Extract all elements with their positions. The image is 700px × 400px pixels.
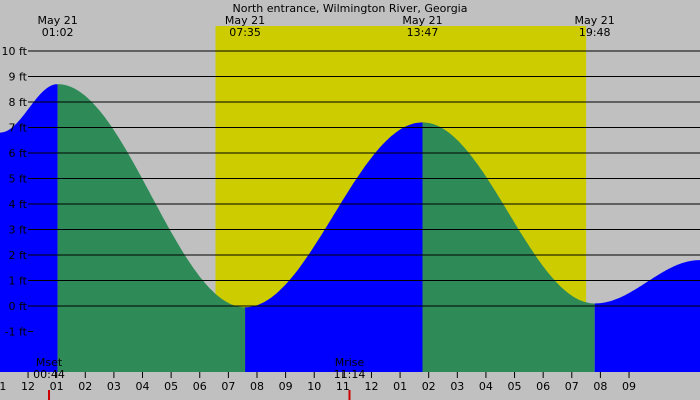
- y-tick-label: 4 ft: [9, 198, 28, 211]
- y-tick-label: 1 ft: [9, 275, 28, 288]
- rising-tide-segment: [594, 260, 700, 372]
- x-tick-label: 01: [50, 380, 64, 393]
- x-tick-labels: 11 12 01 02 03 04 05 06 07 08 09 10 11 12 01 02 03 04 05 06…: [0, 372, 636, 393]
- y-tick-label: -1 ft: [5, 326, 28, 339]
- tide-event-time: 13:47: [407, 26, 439, 39]
- moon-event-time: 00:44: [33, 368, 65, 381]
- falling-tide-segment: [57, 84, 246, 372]
- grid-lines: [28, 50, 700, 332]
- tide-event-date: May 21: [37, 14, 77, 27]
- moon-event-label: Mrise: [335, 356, 365, 369]
- y-tick-labels: 10 ft 9 ft 8 ft 7 ft 6 ft 5 ft 4 ft 3 ft 2 ft 1 f…: [2, 45, 28, 339]
- x-tick-label: 12: [21, 380, 35, 393]
- y-tick-label: 9 ft: [9, 71, 28, 84]
- x-tick-label: 10: [307, 380, 321, 393]
- x-tick-label: 03: [107, 380, 121, 393]
- x-tick-label: 05: [508, 380, 522, 393]
- x-tick-label: 02: [78, 380, 92, 393]
- y-tick-label: 2 ft: [9, 249, 28, 262]
- tide-event-date: May 21: [225, 14, 265, 27]
- y-tick-label: 8 ft: [9, 96, 28, 109]
- moon-event-label: Mset: [36, 356, 63, 369]
- x-tick-label: 07: [565, 380, 579, 393]
- y-tick-label: 10 ft: [2, 45, 28, 58]
- x-tick-label: 03: [450, 380, 464, 393]
- x-tick-label: 08: [593, 380, 607, 393]
- tide-event-date: May 21: [402, 14, 442, 27]
- x-tick-label: 04: [479, 380, 493, 393]
- chart-title: North entrance, Wilmington River, Georgi…: [233, 2, 468, 15]
- x-tick-label: 12: [364, 380, 378, 393]
- rising-tide-segment: [0, 84, 58, 372]
- x-tick-label: 09: [622, 380, 636, 393]
- x-tick-label: 07: [221, 380, 235, 393]
- x-tick-label: 06: [193, 380, 207, 393]
- y-tick-label: 7 ft: [9, 122, 28, 135]
- x-tick-label: 11: [336, 380, 350, 393]
- y-tick-label: 0 ft: [9, 300, 28, 313]
- x-tick-label: 05: [164, 380, 178, 393]
- x-tick-label: 11: [0, 380, 6, 393]
- x-tick-label: 02: [422, 380, 436, 393]
- x-tick-label: 08: [250, 380, 264, 393]
- x-tick-label: 01: [393, 380, 407, 393]
- tide-event-date: May 21: [575, 14, 615, 27]
- tide-event-time: 07:35: [229, 26, 261, 39]
- y-tick-label: 5 ft: [9, 173, 28, 186]
- x-tick-label: 09: [279, 380, 293, 393]
- falling-tide-segment: [422, 122, 595, 373]
- x-tick-label: 06: [536, 380, 550, 393]
- tide-area: [0, 84, 700, 373]
- rising-tide-segment: [245, 122, 423, 373]
- y-tick-label: 6 ft: [9, 147, 28, 160]
- tide-event-time: 19:48: [579, 26, 611, 39]
- moon-event-time: 11:14: [334, 368, 366, 381]
- y-tick-label: 3 ft: [9, 224, 28, 237]
- x-tick-label: 04: [136, 380, 150, 393]
- tide-event-time: 01:02: [42, 26, 74, 39]
